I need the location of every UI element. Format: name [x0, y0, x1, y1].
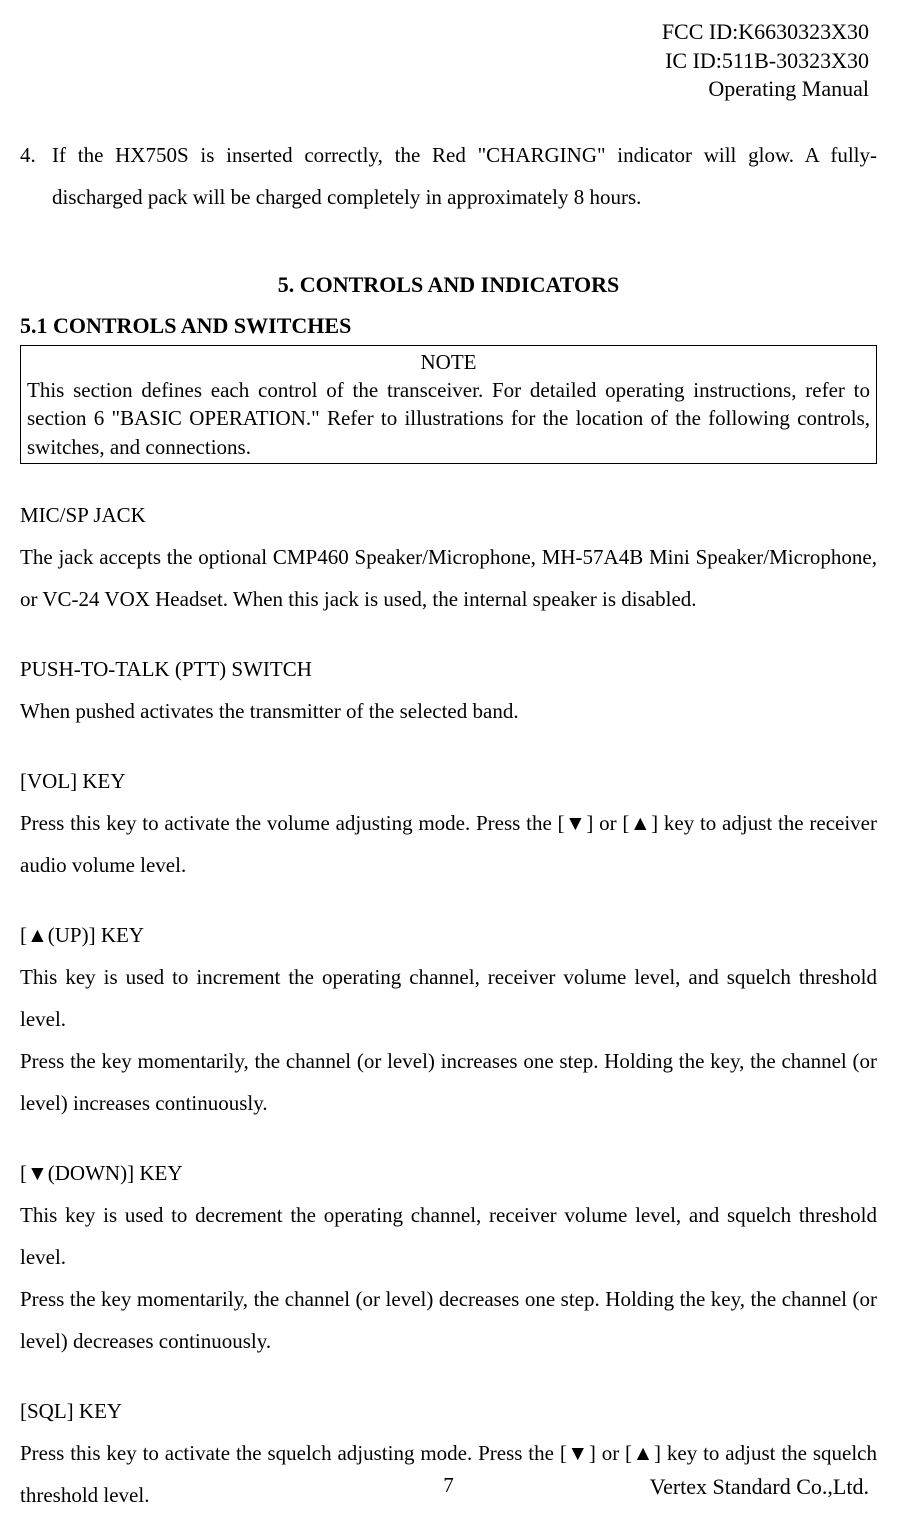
list-content: If the HX750S is inserted correctly, the…: [52, 134, 877, 218]
section-5-title: 5. CONTROLS AND INDICATORS: [20, 268, 877, 301]
control-mic-sp-jack: MIC/SP JACK The jack accepts the optiona…: [20, 494, 877, 620]
list-number: 4.: [20, 134, 52, 218]
note-box: NOTE This section defines each control o…: [20, 345, 877, 464]
company-name: Vertex Standard Co.,Ltd.: [650, 1470, 877, 1503]
note-body: This section defines each control of the…: [27, 376, 870, 461]
control-heading: [▲(UP)] KEY: [20, 914, 877, 956]
control-heading: [SQL] KEY: [20, 1390, 877, 1432]
control-body-2: Press the key momentarily, the channel (…: [20, 1040, 877, 1124]
control-down: [▼(DOWN)] KEY This key is used to decrem…: [20, 1152, 877, 1362]
page-number: 7: [443, 1470, 454, 1502]
control-up: [▲(UP)] KEY This key is used to incremen…: [20, 914, 877, 1124]
control-heading: PUSH-TO-TALK (PTT) SWITCH: [20, 648, 877, 690]
note-title: NOTE: [27, 348, 870, 376]
control-vol: [VOL] KEY Press this key to activate the…: [20, 760, 877, 886]
control-heading: MIC/SP JACK: [20, 494, 877, 536]
control-ptt: PUSH-TO-TALK (PTT) SWITCH When pushed ac…: [20, 648, 877, 732]
control-body-1: This key is used to decrement the operat…: [20, 1194, 877, 1278]
control-heading: [VOL] KEY: [20, 760, 877, 802]
control-body: Press this key to activate the volume ad…: [20, 802, 877, 886]
document-header: FCC ID:K6630323X30 IC ID:511B-30323X30 O…: [20, 18, 877, 104]
fcc-id: FCC ID:K6630323X30: [20, 18, 869, 47]
list-item-4: 4. If the HX750S is inserted correctly, …: [20, 134, 877, 218]
control-heading: [▼(DOWN)] KEY: [20, 1152, 877, 1194]
control-body-2: Press the key momentarily, the channel (…: [20, 1278, 877, 1362]
doc-type: Operating Manual: [20, 75, 869, 104]
control-body: The jack accepts the optional CMP460 Spe…: [20, 536, 877, 620]
ic-id: IC ID:511B-30323X30: [20, 47, 869, 76]
document-footer: 7 Vertex Standard Co.,Ltd.: [20, 1470, 877, 1503]
section-5-1-title: 5.1 CONTROLS AND SWITCHES: [20, 309, 877, 342]
control-body: When pushed activates the transmitter of…: [20, 690, 877, 732]
control-body-1: This key is used to increment the operat…: [20, 956, 877, 1040]
